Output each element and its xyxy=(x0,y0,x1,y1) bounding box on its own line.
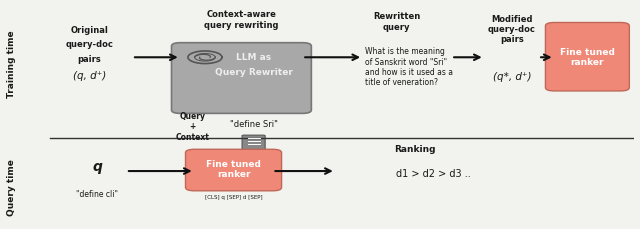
Text: Ranking: Ranking xyxy=(394,145,435,154)
Text: "define Sri": "define Sri" xyxy=(230,120,278,129)
Text: LLM as: LLM as xyxy=(236,53,271,62)
Text: Query Rewriter: Query Rewriter xyxy=(214,68,292,77)
Text: q: q xyxy=(92,160,102,174)
Text: pairs: pairs xyxy=(77,55,101,64)
Text: Fine tuned
ranker: Fine tuned ranker xyxy=(560,48,615,67)
Text: (q, d⁺): (q, d⁺) xyxy=(73,71,106,81)
Text: Context-aware
query rewriting: Context-aware query rewriting xyxy=(204,10,278,30)
Text: Query time: Query time xyxy=(7,159,16,216)
Text: Original: Original xyxy=(70,26,108,35)
Text: Fine tuned
ranker: Fine tuned ranker xyxy=(206,160,261,179)
Text: d1 > d2 > d3 ..: d1 > d2 > d3 .. xyxy=(397,169,471,179)
Text: Rewritten
query: Rewritten query xyxy=(373,12,420,32)
Text: Modified
query-doc
pairs: Modified query-doc pairs xyxy=(488,15,536,44)
Text: [CLS] q [SEP] d [SEP]: [CLS] q [SEP] d [SEP] xyxy=(205,196,262,200)
Text: query-doc: query-doc xyxy=(65,41,113,49)
FancyBboxPatch shape xyxy=(186,149,282,191)
FancyBboxPatch shape xyxy=(242,135,265,150)
Text: (q*, d⁺): (q*, d⁺) xyxy=(493,72,531,82)
Text: Training time: Training time xyxy=(7,30,16,98)
Text: Query
+
Context: Query + Context xyxy=(176,112,210,142)
FancyBboxPatch shape xyxy=(545,22,629,91)
Text: What is the meaning
of Sanskrit word "Sri"
and how is it used as a
title of vene: What is the meaning of Sanskrit word "Sr… xyxy=(365,47,453,87)
Text: "define cli": "define cli" xyxy=(76,190,118,199)
FancyBboxPatch shape xyxy=(172,43,312,113)
